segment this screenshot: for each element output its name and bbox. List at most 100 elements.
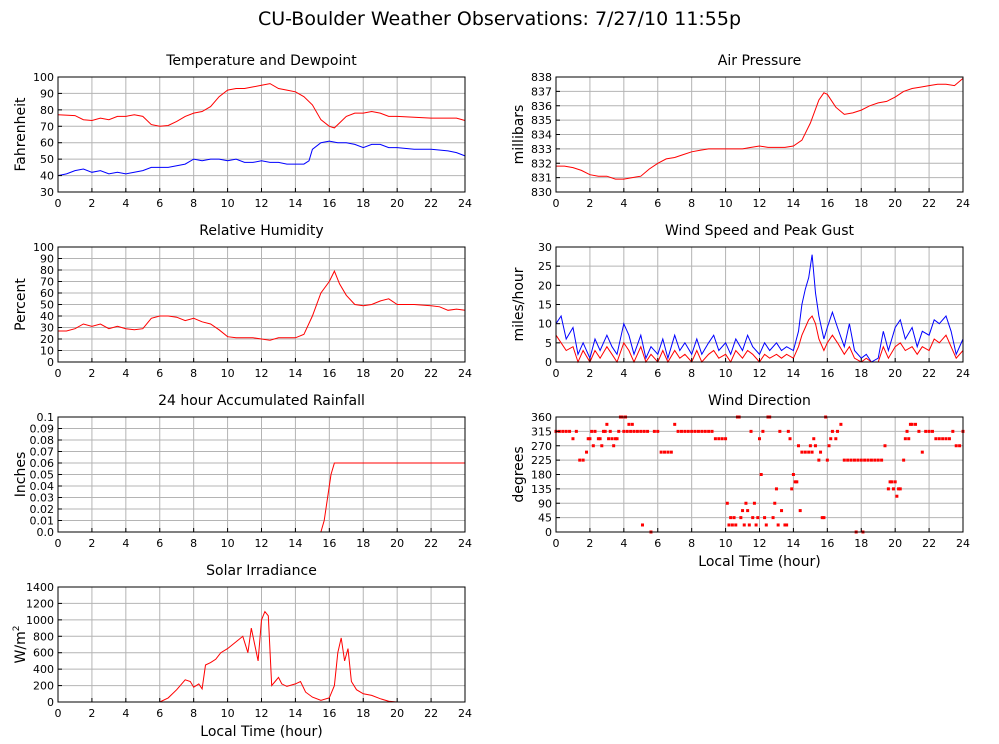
x-tick-label: 16	[820, 537, 834, 550]
data-point	[834, 437, 838, 441]
x-tick-label: 8	[688, 367, 695, 380]
data-point	[856, 458, 860, 462]
x-tick-label: 12	[255, 707, 269, 720]
y-tick-label: 45	[538, 512, 552, 525]
data-point	[608, 429, 612, 433]
y-tick-label: 838	[531, 71, 552, 84]
data-point	[954, 444, 958, 448]
x-tick-label: 18	[356, 537, 370, 550]
data-point	[786, 429, 790, 433]
data-point	[734, 523, 738, 527]
data-point	[820, 516, 824, 520]
page-title: CU-Boulder Weather Observations: 7/27/10…	[257, 8, 742, 30]
data-point	[696, 429, 700, 433]
x-tick-label: 0	[55, 197, 62, 210]
data-point	[666, 450, 670, 454]
x-tick-label: 4	[122, 537, 129, 550]
data-point	[941, 437, 945, 441]
data-point	[836, 429, 840, 433]
data-point	[607, 437, 611, 441]
y-axis-label: millibars	[511, 105, 527, 165]
data-point	[627, 422, 631, 426]
y-axis-label: Fahrenheit	[13, 97, 29, 172]
y-tick-label: 10	[40, 345, 54, 358]
x-tick-label: 22	[424, 197, 438, 210]
series-line-0	[58, 269, 466, 341]
data-point	[780, 509, 784, 513]
x-tick-label: 14	[786, 367, 800, 380]
data-point	[893, 480, 897, 484]
data-point	[720, 437, 724, 441]
y-tick-label: 30	[40, 186, 54, 199]
data-point	[746, 509, 750, 513]
y-tick-label: 40	[40, 310, 54, 323]
x-tick-label: 20	[390, 707, 404, 720]
data-point	[581, 458, 585, 462]
data-point	[663, 450, 667, 454]
x-tick-label: 18	[854, 197, 868, 210]
y-axis-label: Inches	[13, 452, 29, 497]
x-tick-label: 24	[956, 537, 970, 550]
data-point	[800, 450, 804, 454]
data-point	[869, 458, 873, 462]
data-point	[669, 450, 673, 454]
data-point	[629, 429, 633, 433]
data-point	[788, 437, 792, 441]
x-tick-label: 4	[122, 197, 129, 210]
data-point	[759, 473, 763, 476]
y-tick-label: 831	[531, 172, 552, 185]
data-point	[791, 473, 795, 476]
data-point	[758, 437, 761, 441]
data-point	[764, 523, 768, 527]
data-point	[613, 437, 617, 441]
data-point	[778, 429, 782, 433]
x-tick-label: 14	[288, 197, 302, 210]
x-tick-label: 24	[458, 367, 472, 380]
data-point	[880, 458, 884, 462]
data-point	[924, 429, 928, 433]
data-point	[749, 429, 753, 433]
data-point	[866, 458, 870, 462]
data-point	[707, 429, 711, 433]
data-point	[700, 429, 704, 433]
x-axis-label: Local Time (hour)	[698, 554, 820, 570]
y-tick-label: 40	[40, 170, 54, 183]
x-tick-label: 2	[586, 197, 593, 210]
data-point	[812, 437, 816, 441]
x-tick-label: 6	[654, 537, 661, 550]
chart-title: Temperature and Dewpoint	[165, 53, 357, 69]
x-tick-label: 12	[753, 537, 767, 550]
y-tick-label: 25	[538, 260, 552, 273]
series-line-0	[556, 78, 964, 180]
data-point	[890, 480, 894, 484]
x-tick-label: 0	[55, 367, 62, 380]
x-tick-label: 22	[922, 197, 936, 210]
y-axis-label: Percent	[13, 278, 29, 331]
x-tick-label: 10	[221, 537, 235, 550]
data-point	[727, 523, 731, 527]
x-tick-label: 8	[190, 707, 197, 720]
data-point	[632, 429, 636, 433]
data-point	[897, 487, 901, 491]
data-point	[810, 450, 814, 454]
x-tick-label: 6	[156, 367, 163, 380]
x-tick-label: 4	[122, 707, 129, 720]
y-tick-label: 30	[40, 322, 54, 335]
data-point	[829, 437, 833, 441]
y-tick-label: 0.1	[37, 411, 55, 424]
x-tick-label: 24	[458, 197, 472, 210]
data-point	[785, 523, 789, 527]
x-tick-label: 20	[390, 537, 404, 550]
y-tick-label: 80	[40, 104, 54, 117]
data-point	[739, 516, 743, 520]
data-point	[771, 516, 775, 520]
data-point	[958, 444, 962, 448]
data-point	[610, 437, 614, 441]
data-point	[605, 422, 609, 426]
data-point	[763, 516, 767, 520]
y-axis-label-text: Inches	[13, 452, 29, 497]
x-tick-label: 22	[922, 537, 936, 550]
